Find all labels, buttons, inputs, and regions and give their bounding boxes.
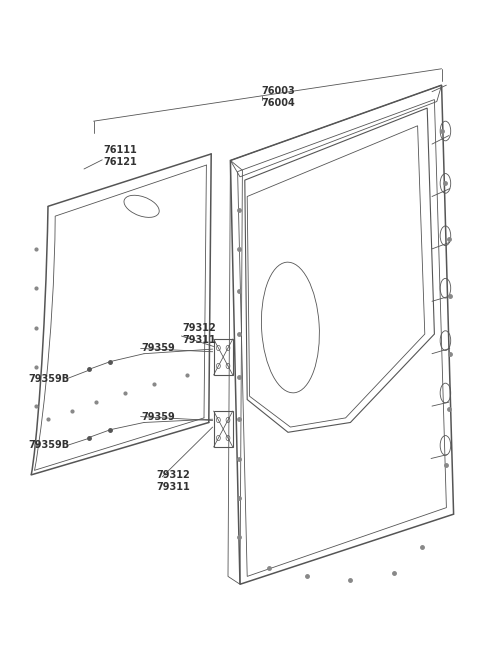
Text: 79359: 79359 xyxy=(142,343,175,354)
Text: 79359B: 79359B xyxy=(29,440,70,451)
Text: 79312
79311: 79312 79311 xyxy=(156,470,190,493)
Text: 79359: 79359 xyxy=(142,411,175,422)
Text: 76003
76004: 76003 76004 xyxy=(262,86,295,108)
Text: 76111
76121: 76111 76121 xyxy=(103,145,137,167)
Text: 79312
79311: 79312 79311 xyxy=(182,323,216,345)
Text: 79359B: 79359B xyxy=(29,373,70,384)
